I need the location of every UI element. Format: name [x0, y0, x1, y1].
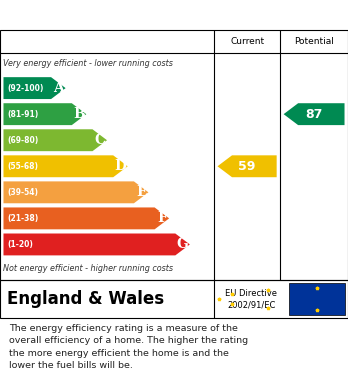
Text: Not energy efficient - higher running costs: Not energy efficient - higher running co… — [3, 264, 174, 273]
Polygon shape — [3, 208, 169, 230]
Text: The energy efficiency rating is a measure of the
overall efficiency of a home. T: The energy efficiency rating is a measur… — [9, 324, 248, 370]
Polygon shape — [3, 181, 148, 203]
Text: E: E — [136, 185, 147, 199]
Text: England & Wales: England & Wales — [7, 290, 164, 308]
Text: G: G — [177, 237, 189, 251]
Text: C: C — [94, 133, 105, 147]
Text: Energy Efficiency Rating: Energy Efficiency Rating — [9, 7, 219, 23]
Text: (55-68): (55-68) — [8, 162, 39, 171]
Text: Very energy efficient - lower running costs: Very energy efficient - lower running co… — [3, 59, 173, 68]
Text: 87: 87 — [306, 108, 323, 121]
Text: (69-80): (69-80) — [8, 136, 39, 145]
Text: F: F — [157, 212, 167, 225]
Text: Current: Current — [230, 37, 264, 46]
Text: A: A — [53, 81, 64, 95]
Polygon shape — [3, 129, 107, 151]
Bar — [289, 283, 345, 315]
Text: (92-100): (92-100) — [8, 84, 44, 93]
Polygon shape — [3, 155, 128, 177]
Polygon shape — [3, 233, 190, 255]
Text: (39-54): (39-54) — [8, 188, 39, 197]
Text: D: D — [114, 159, 127, 173]
Polygon shape — [3, 103, 86, 125]
Text: Potential: Potential — [294, 37, 334, 46]
Text: (21-38): (21-38) — [8, 214, 39, 223]
Text: (81-91): (81-91) — [8, 109, 39, 118]
Text: (1-20): (1-20) — [8, 240, 33, 249]
Polygon shape — [218, 155, 277, 177]
Text: EU Directive
2002/91/EC: EU Directive 2002/91/EC — [226, 289, 277, 309]
Text: 59: 59 — [238, 160, 256, 173]
Polygon shape — [3, 77, 65, 99]
Text: B: B — [73, 107, 85, 121]
Polygon shape — [284, 103, 345, 125]
